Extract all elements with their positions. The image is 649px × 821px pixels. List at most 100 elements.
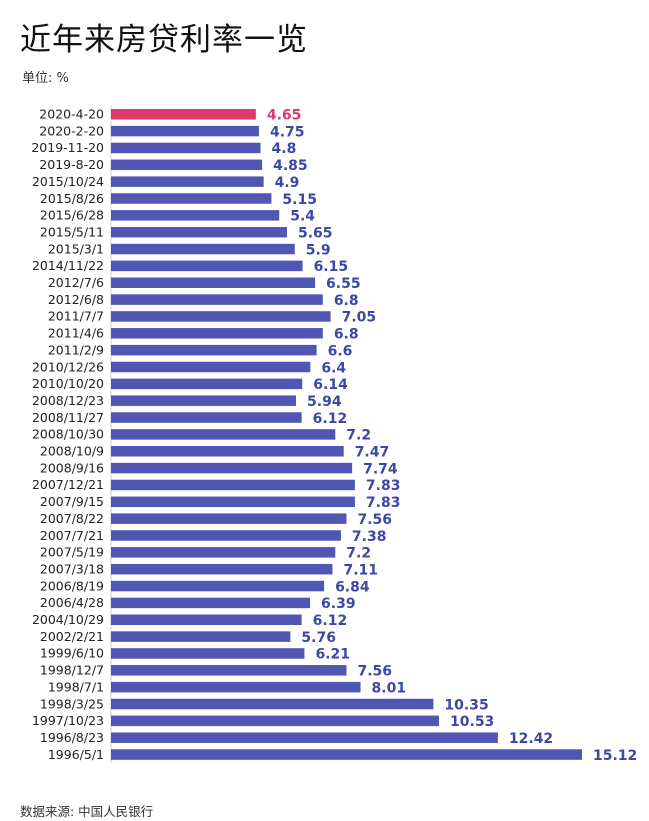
value-label: 4.85 [273,158,308,174]
bar [111,698,434,710]
value-label: 6.12 [313,411,348,427]
value-label: 10.35 [444,697,488,713]
category-label: 2007/7/21 [40,528,104,543]
bar [111,513,347,524]
bar [111,597,311,609]
bar [111,210,280,221]
category-label: 2008/10/9 [40,444,104,459]
value-label: 7.56 [358,512,393,528]
category-label: 2008/10/30 [32,427,104,442]
category-label: 1996/5/1 [48,747,104,762]
category-label: 2015/5/11 [40,224,104,239]
bar [111,361,311,373]
value-label: 7.2 [346,428,371,444]
category-label: 1999/6/10 [40,646,104,661]
bar [111,563,333,575]
bar [111,311,331,322]
category-label: 2019-8-20 [39,157,104,172]
bar [111,580,325,592]
category-label: 1998/3/25 [40,696,104,711]
bar [111,496,355,508]
value-label: 6.6 [328,343,353,359]
bar [111,462,353,474]
value-label: 7.2 [346,546,371,562]
bar [111,378,303,390]
category-label: 2007/9/15 [40,494,104,509]
category-label: 2019-11-20 [31,140,104,155]
value-label: 7.47 [355,445,390,461]
category-label: 2007/12/21 [32,477,104,492]
category-label: 2007/3/18 [40,561,104,576]
chart-title: 近年来房贷利率一览 [20,22,308,58]
bar [111,446,344,457]
value-label: 6.55 [326,276,361,292]
bar [111,479,355,491]
bar [111,277,316,288]
bar [111,395,297,406]
value-label: 6.39 [321,596,356,612]
bar [111,429,336,440]
bar [111,294,323,305]
category-label: 2008/12/23 [32,393,104,408]
value-label: 6.8 [334,293,359,309]
value-label: 4.65 [267,108,302,124]
category-label: 2006/8/19 [40,578,104,593]
bar [111,530,341,541]
bar [111,125,259,137]
category-label: 2020-2-20 [39,123,104,138]
value-label: 6.12 [313,613,348,629]
value-label: 4.75 [270,124,305,140]
bar [111,648,305,659]
value-label: 6.14 [313,377,348,393]
value-label: 7.83 [366,478,401,494]
value-label: 4.9 [275,175,300,191]
bar [111,142,261,154]
value-label: 4.8 [272,141,297,157]
unit-label: 单位: % [22,71,69,86]
category-label: 2010/10/20 [32,376,104,391]
bar [111,159,263,171]
bar [111,547,336,558]
bar [111,226,288,238]
value-label: 7.74 [363,461,398,477]
category-label: 2015/8/26 [40,191,104,206]
bar [111,614,302,625]
bar [111,260,303,272]
category-label: 2014/11/22 [32,258,104,273]
category-label: 2004/10/29 [32,612,104,627]
value-label: 12.42 [509,731,553,747]
value-label: 10.53 [450,714,494,730]
value-label: 7.56 [358,664,393,680]
value-label: 7.11 [343,562,378,578]
category-label: 2010/12/26 [32,359,104,374]
value-label: 6.4 [321,360,346,376]
category-label: 2015/10/24 [32,174,104,189]
category-label: 2011/7/7 [48,309,104,324]
category-label: 2012/6/8 [48,292,104,307]
category-label: 1998/12/7 [40,663,104,678]
bar [111,665,347,676]
bar [111,176,264,187]
value-label: 15.12 [593,748,637,764]
bar [111,344,317,356]
value-label: 6.21 [315,647,350,663]
category-label: 2012/7/6 [48,275,104,290]
category-label: 2015/3/1 [48,241,104,256]
value-label: 6.15 [314,259,349,275]
value-label: 6.84 [335,579,370,595]
bar [111,715,440,727]
bar [111,412,302,423]
value-label: 5.15 [282,192,317,208]
category-label: 2007/8/22 [40,511,104,526]
value-label: 5.94 [307,394,342,410]
value-label: 5.76 [301,630,336,646]
category-label: 2008/11/27 [32,410,104,425]
bar [111,631,291,642]
bar [111,109,256,120]
category-label: 2015/6/28 [40,208,104,223]
category-label: 2008/9/16 [40,460,104,475]
value-label: 5.9 [306,242,331,258]
category-label: 2011/4/6 [48,326,104,341]
bar [111,749,582,760]
